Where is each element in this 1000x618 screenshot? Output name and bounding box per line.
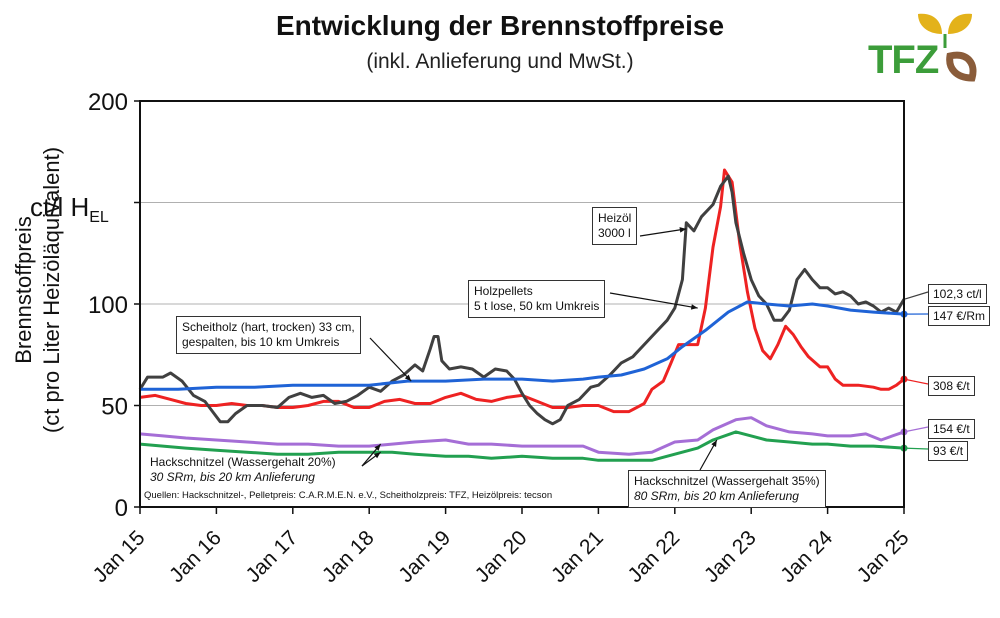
end-label-hack20: 154 €/t — [928, 419, 975, 439]
y-axis-title-line1: Brennstoffpreis — [11, 216, 36, 364]
arrow-hack20-b-head — [373, 452, 381, 459]
leaf-brown-icon — [946, 51, 977, 82]
end-label-hack35: 93 €/t — [928, 441, 969, 461]
x-tick-label: Jan 20 — [471, 526, 532, 587]
unit-label-sub: EL — [89, 209, 109, 227]
y-axis-title: Brennstoffpreis (ct pro Liter Heizöläqui… — [10, 120, 66, 460]
end-connector-hack20 — [903, 426, 929, 433]
unit-label-main: ct/l H — [30, 192, 90, 222]
arrow-pellets-head — [690, 304, 698, 310]
annotation-pellets: Holzpellets 5 t lose, 50 km Umkreis — [468, 280, 606, 318]
logo-text: TFZ — [868, 38, 939, 82]
y-tick-label: 100 — [88, 292, 128, 319]
annotation-heizoel: Heizöl 3000 l — [592, 207, 638, 245]
x-tick-label: Jan 17 — [241, 526, 302, 587]
y-tick-label: 200 — [88, 89, 128, 116]
arrow-scheitholz-head — [404, 374, 412, 382]
arrow-pellets — [609, 292, 698, 309]
y-axis-title-line2: (ct pro Liter Heizöläquivalent) — [39, 146, 64, 434]
series-line-hack35 — [139, 430, 905, 462]
leaf-icon — [918, 13, 972, 48]
plot-frame — [139, 100, 905, 508]
unit-label: ct/l HEL — [30, 192, 109, 227]
x-tick-label: Jan 22 — [623, 526, 684, 587]
end-label-pellets: 308 €/t — [928, 376, 975, 396]
series-line-scheitholz — [140, 300, 905, 391]
tfz-logo: TFZ — [868, 10, 978, 82]
x-tick-label: Jan 24 — [776, 526, 837, 587]
series-line-pellets — [139, 168, 905, 414]
end-connector-pellets — [903, 378, 929, 385]
chart-title: Entwicklung der Brennstoffpreise — [275, 10, 725, 41]
arrow-scheitholz — [369, 337, 412, 382]
source-note: Quellen: Hackschnitzel-, Pelletpreis: C.… — [144, 490, 553, 501]
end-label-scheitholz: 147 €/Rm — [928, 306, 991, 326]
series-line-heizoel — [138, 174, 906, 426]
arrow-hack35-head — [711, 440, 717, 447]
y-tick-label: 50 — [101, 394, 128, 421]
x-tick-label: Jan 25 — [853, 526, 914, 587]
x-tick-label: Jan 21 — [547, 526, 608, 587]
arrow-heizoel-head — [679, 227, 687, 233]
series-line-hack20 — [139, 416, 905, 456]
x-tick-label: Jan 23 — [700, 526, 761, 587]
y-tick-label: 0 — [115, 495, 128, 522]
arrow-heizoel — [639, 228, 687, 237]
end-connector-heizoel — [903, 291, 929, 300]
x-tick-label: Jan 15 — [89, 526, 150, 587]
x-tick-label: Jan 18 — [318, 526, 379, 587]
annotation-scheitholz: Scheitholz (hart, trocken) 33 cm, gespal… — [176, 316, 361, 354]
arrow-hack20-a-head — [374, 444, 381, 451]
annotation-hack20: Hackschnitzel (Wassergehalt 20%) 30 SRm,… — [150, 455, 336, 484]
annotation-hack35: Hackschnitzel (Wassergehalt 35%) 80 SRm,… — [628, 470, 826, 508]
x-tick-label: Jan 16 — [165, 526, 226, 587]
end-label-heizoel: 102,3 ct/l — [928, 284, 987, 304]
x-tick-label: Jan 19 — [394, 526, 455, 587]
end-connector-hack35 — [903, 447, 929, 450]
chart-subtitle: (inkl. Anlieferung und MwSt.) — [366, 50, 634, 73]
